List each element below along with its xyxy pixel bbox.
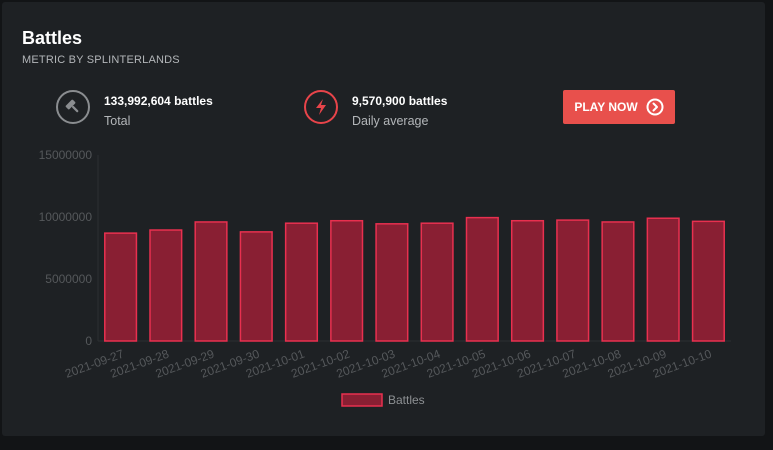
y-tick-label: 5000000 <box>45 272 92 286</box>
legend[interactable]: Battles <box>341 393 425 407</box>
bar-2021-09-29[interactable] <box>194 221 228 342</box>
bar-2021-10-10[interactable] <box>691 220 725 342</box>
y-tick-label: 10000000 <box>39 210 93 224</box>
gavel-icon <box>56 90 90 124</box>
y-tick-label: 0 <box>85 334 92 348</box>
y-axis: 15000000 10000000 5000000 0 <box>39 148 93 348</box>
lightning-icon <box>304 90 338 124</box>
bar-2021-09-30[interactable] <box>239 231 273 342</box>
legend-label: Battles <box>388 393 425 407</box>
card-subtitle: METRIC BY SPLINTERLANDS <box>22 54 180 66</box>
bar-2021-10-07[interactable] <box>556 219 590 342</box>
stat-daily-label: Daily average <box>352 114 429 128</box>
bar-2021-10-03[interactable] <box>375 223 409 342</box>
legend-swatch <box>341 393 383 407</box>
stat-daily-value: 9,570,900 battles <box>352 94 448 108</box>
chevron-right-circle-icon <box>646 98 664 116</box>
bars <box>104 216 725 342</box>
stat-total-value: 133,992,604 battles <box>104 94 213 108</box>
battles-card: Battles METRIC BY SPLINTERLANDS 133,992,… <box>2 2 765 436</box>
play-now-label: PLAY NOW <box>574 100 638 114</box>
y-tick-label: 15000000 <box>39 148 93 162</box>
bar-2021-09-28[interactable] <box>149 229 183 342</box>
bar-2021-10-05[interactable] <box>465 216 499 342</box>
bar-2021-10-02[interactable] <box>330 219 364 342</box>
bar-2021-10-04[interactable] <box>420 222 454 342</box>
bar-2021-10-08[interactable] <box>601 221 635 342</box>
bar-2021-09-27[interactable] <box>104 232 138 342</box>
bar-2021-10-01[interactable] <box>284 222 319 342</box>
x-axis: 2021-09-272021-09-282021-09-292021-09-30… <box>63 347 714 381</box>
card-title: Battles <box>22 28 83 48</box>
bar-2021-10-09[interactable] <box>646 217 680 342</box>
bar-2021-10-06[interactable] <box>510 219 545 342</box>
play-now-button[interactable]: PLAY NOW <box>563 90 675 124</box>
stat-total-label: Total <box>104 114 131 128</box>
